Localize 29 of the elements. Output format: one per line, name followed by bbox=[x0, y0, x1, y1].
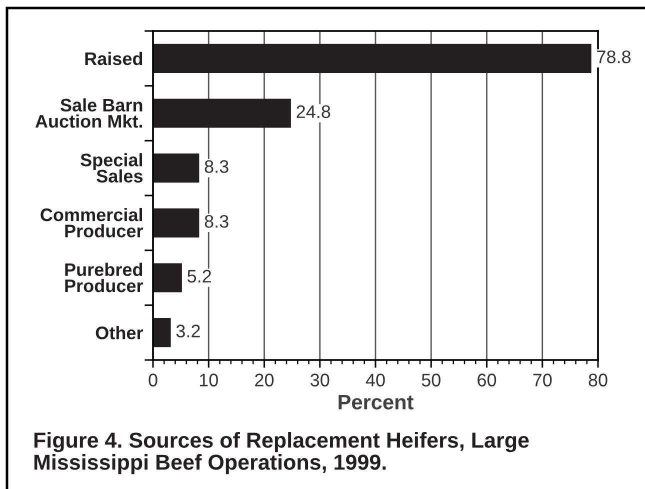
x-tick-label: 80 bbox=[588, 374, 608, 386]
x-axis-title: Percent bbox=[338, 394, 414, 410]
bar bbox=[153, 208, 200, 238]
data-label: 3.2 bbox=[176, 324, 200, 338]
y-tick-label: Commercial Producer bbox=[40, 208, 144, 238]
y-tick-label: Special Sales bbox=[80, 153, 143, 183]
text: Figure 4. Sources of Replacement Heifers, Large Mississippi Beef Operations, 1999. bbox=[34, 432, 529, 474]
y-tick-label: Purebred Producer bbox=[65, 262, 144, 292]
bar bbox=[153, 263, 182, 292]
data-label: 8.3 bbox=[204, 214, 228, 228]
x-tick-label: 0 bbox=[148, 374, 158, 386]
x-tick-label: 10 bbox=[200, 374, 218, 386]
y-tick-label: Sale Barn Auction Mkt. bbox=[35, 98, 142, 128]
x-tick-label: 60 bbox=[478, 374, 496, 386]
bar bbox=[153, 154, 200, 183]
y-tick-label: Raised bbox=[85, 52, 142, 66]
data-label: 78.8 bbox=[597, 50, 631, 64]
x-tick-label: 40 bbox=[366, 374, 385, 386]
y-tick-label: Other bbox=[96, 326, 144, 340]
bar bbox=[153, 44, 592, 73]
x-tick-label: 70 bbox=[533, 374, 552, 386]
bar bbox=[153, 98, 291, 128]
data-label: 24.8 bbox=[296, 105, 330, 118]
data-label: 8.3 bbox=[204, 160, 228, 173]
data-label: 5.2 bbox=[188, 270, 211, 283]
x-tick-label: 50 bbox=[422, 374, 440, 386]
x-tick-label: 30 bbox=[310, 374, 330, 386]
x-tick-label: 20 bbox=[255, 374, 274, 386]
bar bbox=[153, 318, 171, 348]
